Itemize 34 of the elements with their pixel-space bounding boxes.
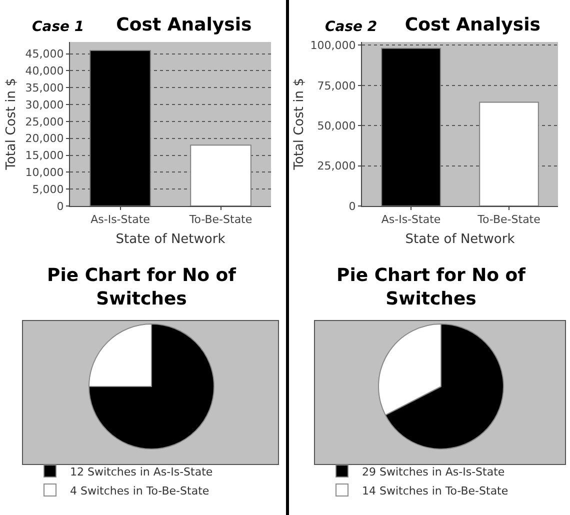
x-axis-title: State of Network: [405, 232, 516, 247]
y-tick-label: 50,000: [317, 119, 356, 132]
x-axis-title: State of Network: [116, 232, 226, 247]
chart-title: Pie Chart for No of Switches: [336, 265, 526, 310]
y-tick-label: 25,000: [25, 115, 64, 128]
x-tick-label: As-Is-State: [381, 213, 441, 226]
y-tick-label: 45,000: [25, 48, 64, 61]
y-tick-label: 30,000: [25, 98, 64, 112]
y-tick-label: 25,000: [317, 160, 356, 173]
y-tick-label: 5,000: [32, 182, 64, 196]
y-axis-title: Total Cost in $: [292, 78, 307, 171]
legend-label: 14 Switches in To-Be-State: [362, 484, 508, 498]
y-tick-label: 15,000: [25, 149, 64, 162]
pie-slice: [88, 324, 214, 450]
y-tick-label: 20,000: [25, 132, 64, 146]
x-tick-label: To-Be-State: [188, 213, 252, 226]
chart-title: Cost Analysis: [116, 14, 252, 36]
legend-label: 29 Switches in As-Is-State: [362, 465, 505, 478]
y-tick-label: 40,000: [25, 64, 64, 78]
chart-title: Pie Chart for No of Switches: [47, 265, 236, 310]
text: Case 2: [325, 19, 378, 35]
y-tick-label: 100,000: [310, 39, 356, 52]
y-tick-label: 75,000: [317, 79, 356, 92]
y-tick-label: 35,000: [25, 82, 64, 94]
chart-title: Cost Analysis: [404, 14, 540, 36]
text: Case 1: [32, 19, 84, 35]
legend-label: 12 Switches in As-Is-State: [70, 465, 213, 478]
legend-label: 4 Switches in To-Be-State: [70, 484, 210, 498]
x-tick-label: As-Is-State: [90, 213, 150, 226]
y-tick-label: 0: [56, 200, 64, 213]
y-tick-label: 0: [348, 200, 356, 213]
y-tick-label: 10,000: [25, 166, 64, 180]
y-axis-title: Total Cost in $: [4, 78, 20, 171]
x-tick-label: To-Be-State: [476, 213, 541, 226]
